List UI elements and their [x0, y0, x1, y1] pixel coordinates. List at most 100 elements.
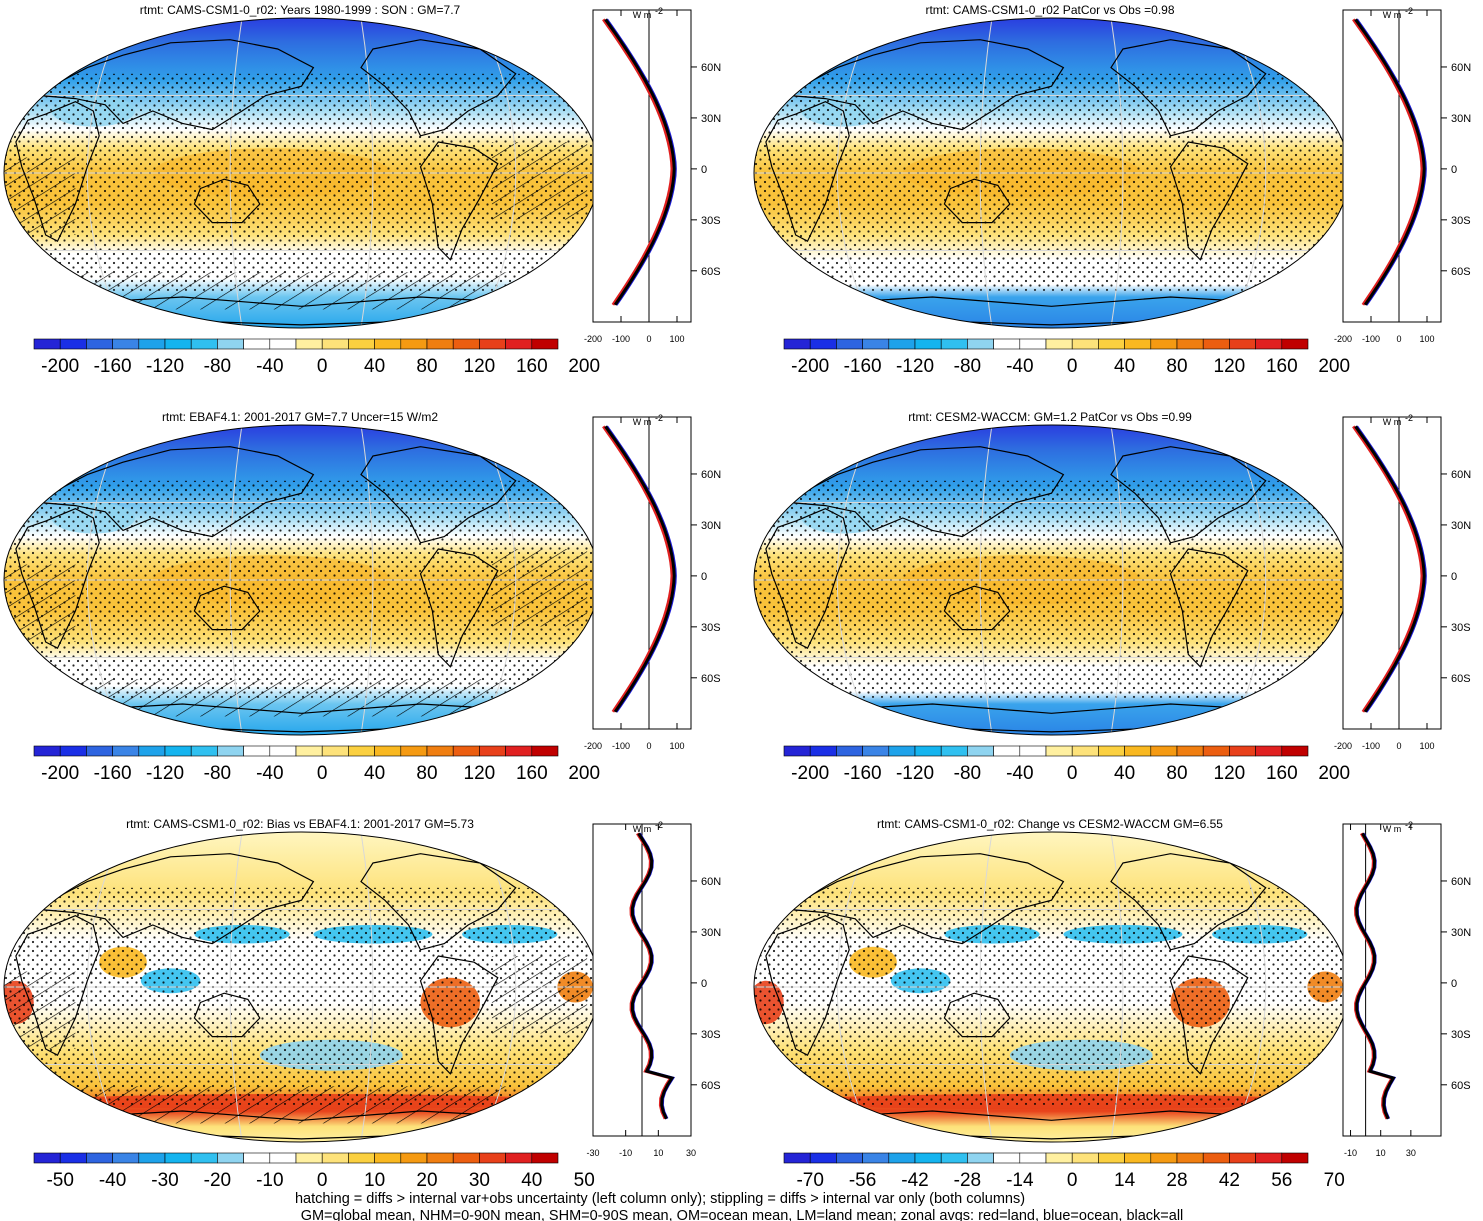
colorbar-box [1229, 745, 1256, 757]
colorbar-label: -56 [849, 1170, 876, 1191]
lat-tick-label: 30N [701, 927, 721, 939]
colorbar-label: -200 [41, 356, 79, 377]
zonal-mean-plot: 60N 30N 0 30S 60S -200 -100 0 100 W m -2 [1334, 6, 1471, 344]
colorbar-box [217, 745, 244, 757]
coastline [787, 446, 1065, 538]
lat-tick-label: 30N [701, 113, 721, 125]
map-field [754, 18, 1349, 328]
zonal-unit-superscript: -2 [1405, 6, 1413, 16]
x-tick-label: -10 [619, 1148, 632, 1158]
coastline [765, 915, 850, 1057]
hatching [491, 549, 588, 627]
colorbar-label: 14 [1114, 1170, 1136, 1191]
colorbar-box [269, 338, 297, 350]
colorbar-box [138, 745, 166, 757]
zonal-unit-label: W m [633, 824, 652, 834]
hatching [4, 272, 599, 310]
coastline [943, 178, 1011, 224]
colorbar-box [862, 745, 890, 757]
zonal-unit-superscript: -2 [1405, 413, 1413, 423]
coastline [1169, 955, 1249, 1075]
colorbar-label: -50 [46, 1170, 73, 1191]
panel-title: rtmt: CESM2-WACCM: GM=1.2 PatCor vs Obs … [908, 410, 1192, 424]
colorbar-box [59, 1152, 87, 1164]
stippling [754, 887, 1349, 1105]
zonal-unit-superscript: -2 [655, 820, 663, 830]
colorbar-box [993, 338, 1021, 350]
graticule-line [86, 832, 124, 1142]
lat-tick-label: 0 [1451, 164, 1457, 176]
coastline [15, 101, 100, 243]
colorbar-label: 200 [568, 763, 600, 784]
x-tick-label: -100 [612, 741, 630, 751]
hatching [4, 679, 599, 717]
colorbar-label: -80 [204, 356, 231, 377]
colorbar-label: 40 [364, 356, 385, 377]
graticule-line [1229, 832, 1267, 1142]
lat-tick-label: 0 [1451, 978, 1457, 990]
graticule-line [979, 425, 993, 735]
graticule-line [979, 18, 993, 328]
colorbar-box [940, 338, 968, 350]
x-tick-label: -30 [586, 1148, 599, 1158]
colorbar-label: 120 [464, 356, 496, 377]
colorbar-label: 70 [1324, 1170, 1345, 1191]
x-tick-label: 0 [1396, 334, 1401, 344]
x-tick-label: 100 [669, 741, 684, 751]
world-map [753, 831, 1350, 1143]
colorbar-box [531, 338, 559, 350]
colorbar-label: 30 [469, 1170, 490, 1191]
x-tick-label: -200 [1334, 741, 1352, 751]
colorbar-box [112, 1152, 140, 1164]
lat-tick-label: 30S [1451, 622, 1471, 634]
x-tick-label: 0 [646, 334, 651, 344]
coastline [1169, 141, 1249, 261]
x-tick-label: -100 [1362, 741, 1380, 751]
colorbar-box [1176, 338, 1204, 350]
map-field [754, 425, 1349, 735]
colorbar: -70 -56 -42 -28 -14 0 14 28 42 56 70 [783, 1152, 1345, 1191]
colorbar-box [479, 338, 506, 350]
x-tick-label: -200 [584, 334, 602, 344]
colorbar-box [243, 338, 271, 350]
graticule-line [229, 425, 243, 735]
colorbar-label: -120 [146, 356, 184, 377]
colorbar-box [269, 1152, 297, 1164]
x-tick-label: 100 [669, 334, 684, 344]
colorbar-box [1098, 745, 1125, 757]
colorbar-box [531, 1152, 559, 1164]
map-field [4, 425, 599, 735]
colorbar-label: 200 [568, 356, 600, 377]
lat-tick-label: 30N [1451, 113, 1471, 125]
coastline [1110, 446, 1267, 544]
colorbar-box [836, 1152, 863, 1164]
colorbar-box [862, 1152, 890, 1164]
colorbar-box [321, 745, 349, 757]
colorbar-label: 40 [1114, 763, 1135, 784]
zonal-unit-label: W m [1383, 10, 1402, 20]
colorbar-label: -20 [204, 1170, 231, 1191]
stippling [754, 480, 1349, 698]
colorbar: -50 -40 -30 -20 -10 0 10 20 30 40 50 [33, 1152, 595, 1191]
lat-tick-label: 60N [1451, 876, 1471, 888]
zonal-curve-land [1352, 425, 1424, 713]
graticule-line [86, 18, 124, 328]
coastline [193, 585, 261, 631]
x-tick-label: 0 [1396, 741, 1401, 751]
colorbar-box [1202, 745, 1230, 757]
stippling [754, 73, 1349, 291]
x-tick-label: 100 [1419, 741, 1434, 751]
colorbar-label: -42 [901, 1170, 928, 1191]
colorbar-box [531, 745, 559, 757]
colorbar-box [374, 1152, 402, 1164]
colorbar-box [783, 745, 811, 757]
zonal-mean-plot: 60N 30N 0 30S 60S -10 10 30 W m -2 [1342, 820, 1471, 1158]
colorbar-label: 160 [1266, 356, 1298, 377]
lat-tick-label: 60N [1451, 62, 1471, 74]
world-map [3, 424, 600, 736]
colorbar-box [836, 745, 863, 757]
colorbar-box [505, 1152, 533, 1164]
colorbar-label: 0 [317, 1170, 328, 1191]
lat-tick-label: 60N [701, 469, 721, 481]
coastline [193, 992, 261, 1038]
